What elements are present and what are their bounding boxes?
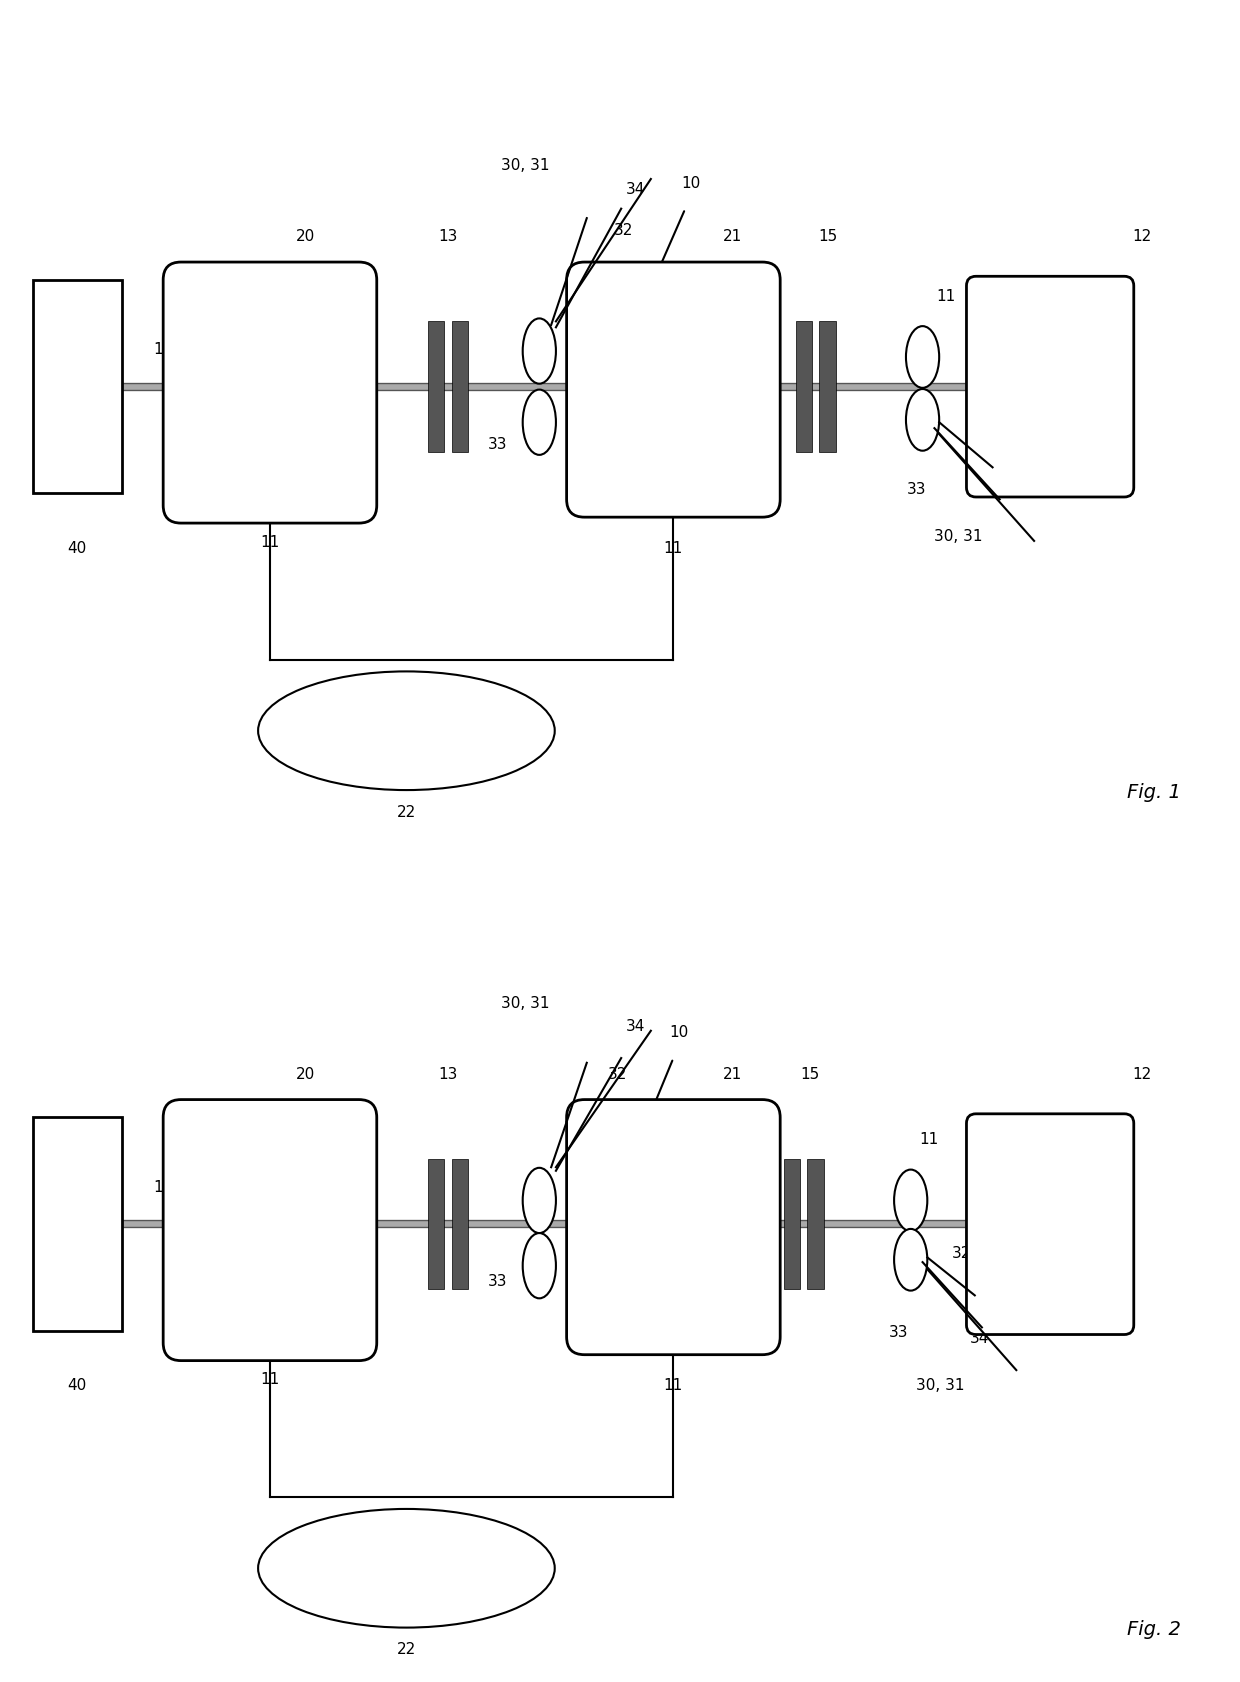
Bar	[451, 1159, 469, 1290]
FancyBboxPatch shape	[164, 262, 377, 523]
Text: 15: 15	[818, 229, 837, 244]
Text: 32: 32	[970, 397, 990, 412]
Text: 40: 40	[67, 542, 87, 555]
Text: 11: 11	[663, 542, 683, 555]
Text: 10: 10	[670, 1026, 689, 1039]
Text: 30, 31: 30, 31	[934, 530, 982, 543]
FancyBboxPatch shape	[567, 1100, 780, 1354]
Text: 33: 33	[487, 437, 507, 452]
Bar	[820, 321, 836, 452]
Text: 32: 32	[614, 224, 634, 239]
Text: Fig. 1: Fig. 1	[1127, 782, 1180, 802]
Text: 22: 22	[397, 804, 417, 819]
Text: 21: 21	[723, 229, 743, 244]
Text: 11: 11	[563, 283, 582, 298]
Ellipse shape	[258, 671, 554, 791]
Text: 11: 11	[154, 341, 172, 357]
Text: 11: 11	[154, 1179, 172, 1194]
Bar	[428, 1159, 444, 1290]
Text: 11: 11	[563, 1120, 582, 1135]
Text: 20: 20	[296, 1066, 315, 1082]
Text: 32: 32	[952, 1246, 972, 1262]
Text: 20: 20	[296, 229, 315, 244]
Text: 33: 33	[487, 1275, 507, 1290]
Text: 22: 22	[397, 1642, 417, 1657]
Text: 10: 10	[682, 177, 701, 190]
Text: 34: 34	[626, 1019, 645, 1034]
Text: 12: 12	[1132, 1066, 1152, 1082]
Bar	[807, 1159, 825, 1290]
Text: Fig. 2: Fig. 2	[1127, 1620, 1180, 1640]
Ellipse shape	[906, 389, 939, 451]
Text: 11: 11	[663, 1379, 683, 1393]
Text: 30, 31: 30, 31	[916, 1379, 965, 1393]
Ellipse shape	[523, 1233, 556, 1299]
Ellipse shape	[523, 390, 556, 454]
Bar	[784, 1159, 800, 1290]
Text: 30, 31: 30, 31	[501, 996, 549, 1011]
Ellipse shape	[894, 1230, 928, 1290]
Ellipse shape	[523, 318, 556, 383]
FancyBboxPatch shape	[32, 1117, 122, 1330]
FancyBboxPatch shape	[164, 1100, 377, 1361]
Bar	[428, 321, 444, 452]
Text: 21: 21	[723, 1066, 743, 1082]
FancyBboxPatch shape	[567, 262, 780, 516]
Ellipse shape	[906, 326, 939, 389]
Text: 15: 15	[800, 1066, 820, 1082]
Bar	[796, 321, 812, 452]
Ellipse shape	[258, 1509, 554, 1628]
Text: 34: 34	[988, 481, 1007, 496]
Text: 30, 31: 30, 31	[501, 158, 549, 173]
Text: 11: 11	[260, 1373, 279, 1388]
FancyBboxPatch shape	[966, 276, 1133, 496]
FancyBboxPatch shape	[966, 1113, 1133, 1334]
Ellipse shape	[523, 1167, 556, 1233]
Text: 13: 13	[438, 229, 458, 244]
Text: 34: 34	[970, 1330, 990, 1346]
Ellipse shape	[894, 1169, 928, 1231]
FancyBboxPatch shape	[32, 279, 122, 493]
Text: 34: 34	[626, 182, 645, 197]
Bar	[451, 321, 469, 452]
Text: 32: 32	[608, 1066, 627, 1082]
Text: 13: 13	[438, 1066, 458, 1082]
Text: 33: 33	[889, 1325, 909, 1341]
Text: 40: 40	[67, 1379, 87, 1393]
Text: 11: 11	[260, 535, 279, 550]
Text: 33: 33	[906, 481, 926, 496]
Text: 11: 11	[919, 1132, 939, 1147]
Text: 12: 12	[1132, 229, 1152, 244]
Text: 11: 11	[936, 289, 956, 303]
